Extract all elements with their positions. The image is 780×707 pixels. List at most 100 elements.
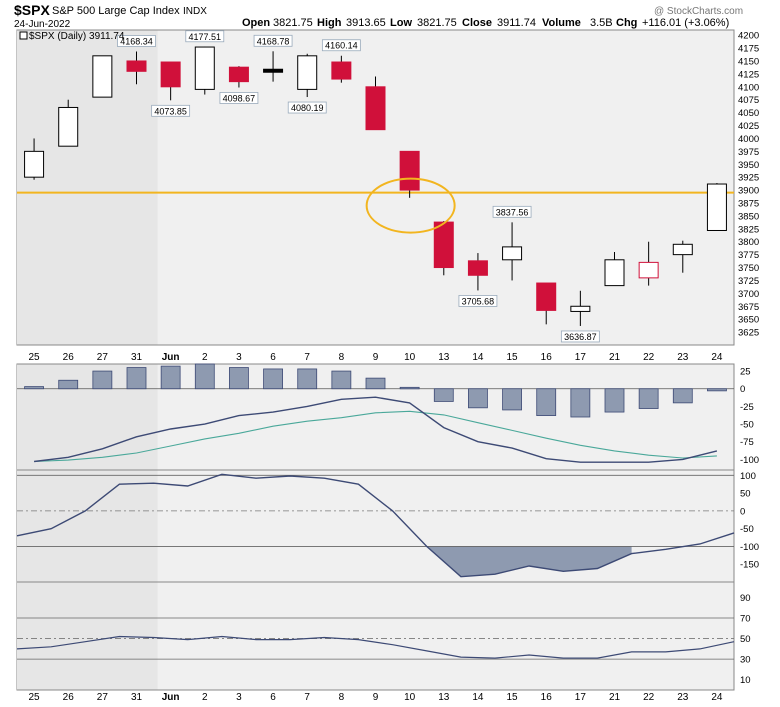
candle-body	[570, 305, 591, 312]
candle-6	[263, 51, 284, 82]
x-tick-label: 25	[29, 352, 41, 363]
price-axis-tick: 4150	[738, 56, 759, 67]
price-axis-tick: 3950	[738, 160, 759, 171]
symbol-label: $SPX	[14, 2, 50, 18]
price-axis-tick: 3975	[738, 147, 759, 158]
x-tick-label: 10	[404, 692, 416, 703]
histogram-bar	[58, 379, 79, 390]
annotation-box	[321, 39, 361, 52]
indicator-2-axis-tick: 100	[740, 471, 756, 482]
x-tick-label: 6	[270, 352, 276, 363]
candle-7	[297, 53, 318, 98]
price-annotation: 4177.51	[185, 30, 225, 43]
annotation-value: 4168.34	[120, 37, 153, 47]
low-value: 3821.75	[417, 17, 457, 29]
date-label: 24-Jun-2022	[14, 19, 71, 30]
price-axis-tick: 4025	[738, 121, 759, 132]
annotation-value: 4080.19	[291, 103, 324, 113]
price-axis-tick: 3650	[738, 315, 759, 326]
annotation-box	[151, 104, 191, 117]
histogram-bar	[263, 368, 283, 390]
histogram-bar	[194, 363, 215, 390]
candle-body	[58, 106, 79, 147]
candle-Jun	[160, 61, 181, 101]
watermark: @ StockCharts.com	[654, 6, 743, 17]
price-axis-tick: 3750	[738, 263, 759, 274]
candle-26	[58, 99, 79, 147]
annotation-value: 4073.85	[154, 106, 187, 116]
panel-1-history-band	[17, 30, 158, 345]
indicator-2-axis-tick: 0	[740, 506, 745, 517]
annotation-value: 3636.87	[564, 332, 597, 342]
price-axis-tick: 4050	[738, 108, 759, 119]
x-tick-label: 9	[373, 352, 379, 363]
indicator-1-axis-tick: 0	[740, 384, 745, 395]
candle-15	[502, 222, 523, 281]
candle-21	[604, 252, 625, 287]
price-axis-tick: 3675	[738, 302, 759, 313]
x-tick-label: Jun	[162, 692, 180, 703]
x-tick-label: 8	[339, 352, 345, 363]
annotation-box	[185, 30, 225, 43]
price-annotation: 4168.34	[117, 35, 156, 47]
histogram-bar	[536, 388, 557, 416]
price-axis-tick: 3625	[738, 328, 759, 339]
price-axis-tick: 3875	[738, 198, 759, 209]
price-axis-tick: 4200	[738, 31, 759, 42]
x-tick-label: 24	[711, 692, 723, 703]
candle-body	[228, 66, 249, 83]
histogram-bar	[24, 386, 44, 390]
price-axis-tick: 3850	[738, 211, 759, 222]
high-value: 3913.65	[346, 17, 386, 29]
candle-23	[672, 240, 693, 273]
candle-body	[467, 260, 488, 276]
price-annotation: 4168.78	[253, 34, 293, 47]
price-annotation: 4073.85	[151, 104, 191, 117]
price-axis-tick: 3700	[738, 289, 759, 300]
histogram-bar	[297, 368, 318, 390]
histogram-bar	[365, 377, 386, 390]
price-axis-tick: 3725	[738, 276, 759, 287]
x-tick-label: 6	[270, 692, 276, 703]
price-axis-tick: 4075	[738, 95, 759, 106]
x-tick-label: 15	[507, 352, 519, 363]
price-axis-tick: 3775	[738, 250, 759, 261]
x-tick-label: Jun	[162, 352, 180, 363]
x-tick-label: 21	[609, 692, 621, 703]
candle-8	[331, 55, 352, 83]
oversold-fill	[426, 546, 632, 577]
candle-body	[365, 86, 386, 131]
panel-4-history-band	[17, 582, 158, 690]
indicator-3-line	[16, 635, 735, 659]
legend-swatch	[19, 31, 28, 40]
indicator-3-axis-tick: 90	[740, 593, 751, 604]
price-annotation: 4098.67	[219, 92, 259, 104]
price-axis-tick: 4000	[738, 134, 759, 145]
price-annotation: 3705.68	[458, 295, 498, 307]
indicator-1-axis-tick: -25	[740, 402, 754, 413]
breakout-ellipse	[365, 177, 456, 234]
candle-body	[672, 243, 693, 256]
histogram-bar	[126, 367, 147, 390]
legend-text: $SPX (Daily) 3911.74	[29, 31, 125, 42]
main-legend: $SPX (Daily) 3911.74	[19, 31, 125, 42]
candle-body	[638, 261, 659, 279]
price-axis-tick: 3825	[738, 224, 759, 235]
candle-14	[467, 253, 488, 291]
indicator-2-axis-tick: -150	[740, 560, 759, 571]
histogram-bar	[570, 388, 591, 418]
candle-9	[365, 76, 386, 131]
histogram-bar	[638, 388, 659, 409]
price-axis-tick: 3800	[738, 237, 759, 248]
open-value: 3821.75	[273, 17, 313, 29]
indicator-1-axis-tick: 25	[740, 367, 751, 378]
candle-13	[433, 221, 454, 276]
x-tick-label: 24	[711, 352, 723, 363]
x-tick-label: 9	[373, 692, 379, 703]
x-tick-label: 23	[677, 352, 689, 363]
histogram-bar	[707, 388, 727, 392]
indicator-1-axis-tick: -75	[740, 437, 754, 448]
close-label: Close	[462, 17, 492, 29]
candle-body	[297, 55, 318, 90]
x-tick-label: 14	[472, 352, 484, 363]
